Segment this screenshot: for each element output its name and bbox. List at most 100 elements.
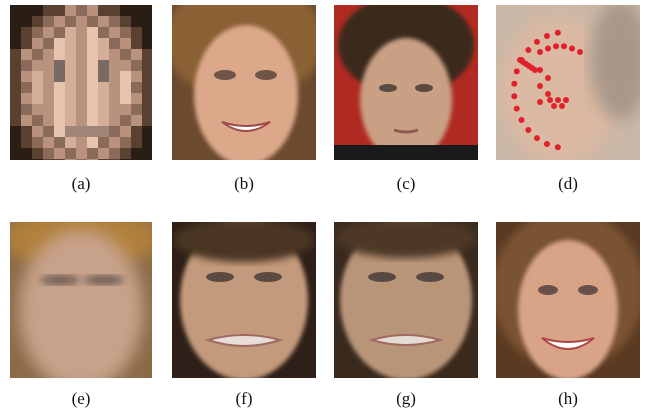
landmark-dot bbox=[545, 75, 551, 81]
pixel bbox=[32, 159, 43, 170]
pixel bbox=[131, 5, 142, 16]
landmark-dot bbox=[544, 141, 550, 147]
landmark-dot bbox=[553, 43, 559, 49]
pixel bbox=[54, 148, 65, 159]
pixel bbox=[54, 16, 65, 27]
pixel bbox=[10, 93, 21, 104]
landmark-dot bbox=[555, 30, 561, 36]
panel-label: (c) bbox=[397, 174, 416, 193]
pixel bbox=[87, 82, 98, 93]
pixel bbox=[98, 148, 109, 159]
pixel bbox=[87, 148, 98, 159]
pixel bbox=[76, 60, 87, 71]
pixel bbox=[32, 82, 43, 93]
pixel bbox=[54, 126, 65, 137]
landmark-dot bbox=[569, 45, 575, 51]
pixel bbox=[120, 104, 131, 115]
pixel bbox=[65, 5, 76, 16]
pixel bbox=[32, 60, 43, 71]
pixel bbox=[54, 159, 65, 170]
pixel bbox=[21, 16, 32, 27]
pixel bbox=[43, 159, 54, 170]
pixel bbox=[76, 115, 87, 126]
pixel bbox=[109, 115, 120, 126]
pixel bbox=[10, 137, 21, 148]
pixel bbox=[131, 27, 142, 38]
pixel bbox=[43, 82, 54, 93]
pixel bbox=[10, 71, 21, 82]
pixel bbox=[142, 27, 153, 38]
pixel bbox=[120, 159, 131, 170]
pixel bbox=[54, 93, 65, 104]
pixel bbox=[21, 5, 32, 16]
landmark-dot bbox=[532, 67, 538, 73]
landmark-dot bbox=[555, 144, 561, 150]
pixel bbox=[21, 126, 32, 137]
pixel bbox=[76, 104, 87, 115]
landmark-dot bbox=[537, 49, 543, 55]
image-f bbox=[172, 218, 316, 380]
pixel bbox=[131, 148, 142, 159]
pixel bbox=[21, 27, 32, 38]
pixel bbox=[98, 115, 109, 126]
pixel bbox=[120, 115, 131, 126]
pixel bbox=[32, 16, 43, 27]
pixel bbox=[76, 82, 87, 93]
pixel bbox=[76, 38, 87, 49]
pixel bbox=[10, 159, 21, 170]
pixel bbox=[142, 115, 153, 126]
image-e bbox=[1, 208, 161, 390]
pixel bbox=[131, 115, 142, 126]
pixel bbox=[87, 104, 98, 115]
pixel bbox=[32, 49, 43, 60]
pixel bbox=[142, 60, 153, 71]
image-g bbox=[334, 218, 478, 380]
pixel bbox=[98, 49, 109, 60]
pixel bbox=[76, 71, 87, 82]
landmark-dot bbox=[561, 43, 567, 49]
pixel bbox=[10, 27, 21, 38]
pixel bbox=[32, 27, 43, 38]
pixel bbox=[43, 27, 54, 38]
pixel bbox=[54, 115, 65, 126]
pixel bbox=[120, 27, 131, 38]
pixel bbox=[21, 137, 32, 148]
pixel bbox=[87, 126, 98, 137]
pixel bbox=[131, 126, 142, 137]
pixel bbox=[76, 16, 87, 27]
landmark-dot bbox=[525, 47, 531, 53]
pixel bbox=[32, 71, 43, 82]
pixel bbox=[76, 5, 87, 16]
pixel bbox=[32, 148, 43, 159]
pixel bbox=[54, 104, 65, 115]
pixel bbox=[54, 27, 65, 38]
pixel bbox=[21, 82, 32, 93]
pixel bbox=[32, 104, 43, 115]
pixel bbox=[98, 137, 109, 148]
pixel bbox=[120, 5, 131, 16]
pixel bbox=[87, 115, 98, 126]
pixel bbox=[109, 104, 120, 115]
landmark-dot bbox=[545, 91, 551, 97]
pixel bbox=[10, 126, 21, 137]
pixel bbox=[142, 137, 153, 148]
pixel bbox=[109, 5, 120, 16]
pixel bbox=[10, 104, 21, 115]
pixel bbox=[32, 115, 43, 126]
pixel bbox=[131, 16, 142, 27]
pixel bbox=[10, 82, 21, 93]
pixel bbox=[21, 71, 32, 82]
landmark-dot bbox=[547, 97, 553, 103]
pixel bbox=[98, 71, 109, 82]
pixel bbox=[54, 49, 65, 60]
image-b bbox=[164, 0, 324, 165]
pixel bbox=[65, 148, 76, 159]
pixel bbox=[131, 137, 142, 148]
pixel bbox=[109, 71, 120, 82]
pixel bbox=[43, 126, 54, 137]
pixel bbox=[120, 60, 131, 71]
pixel bbox=[43, 38, 54, 49]
pixel bbox=[131, 49, 142, 60]
panel-label: (a) bbox=[72, 174, 91, 193]
image-d bbox=[496, 0, 650, 165]
